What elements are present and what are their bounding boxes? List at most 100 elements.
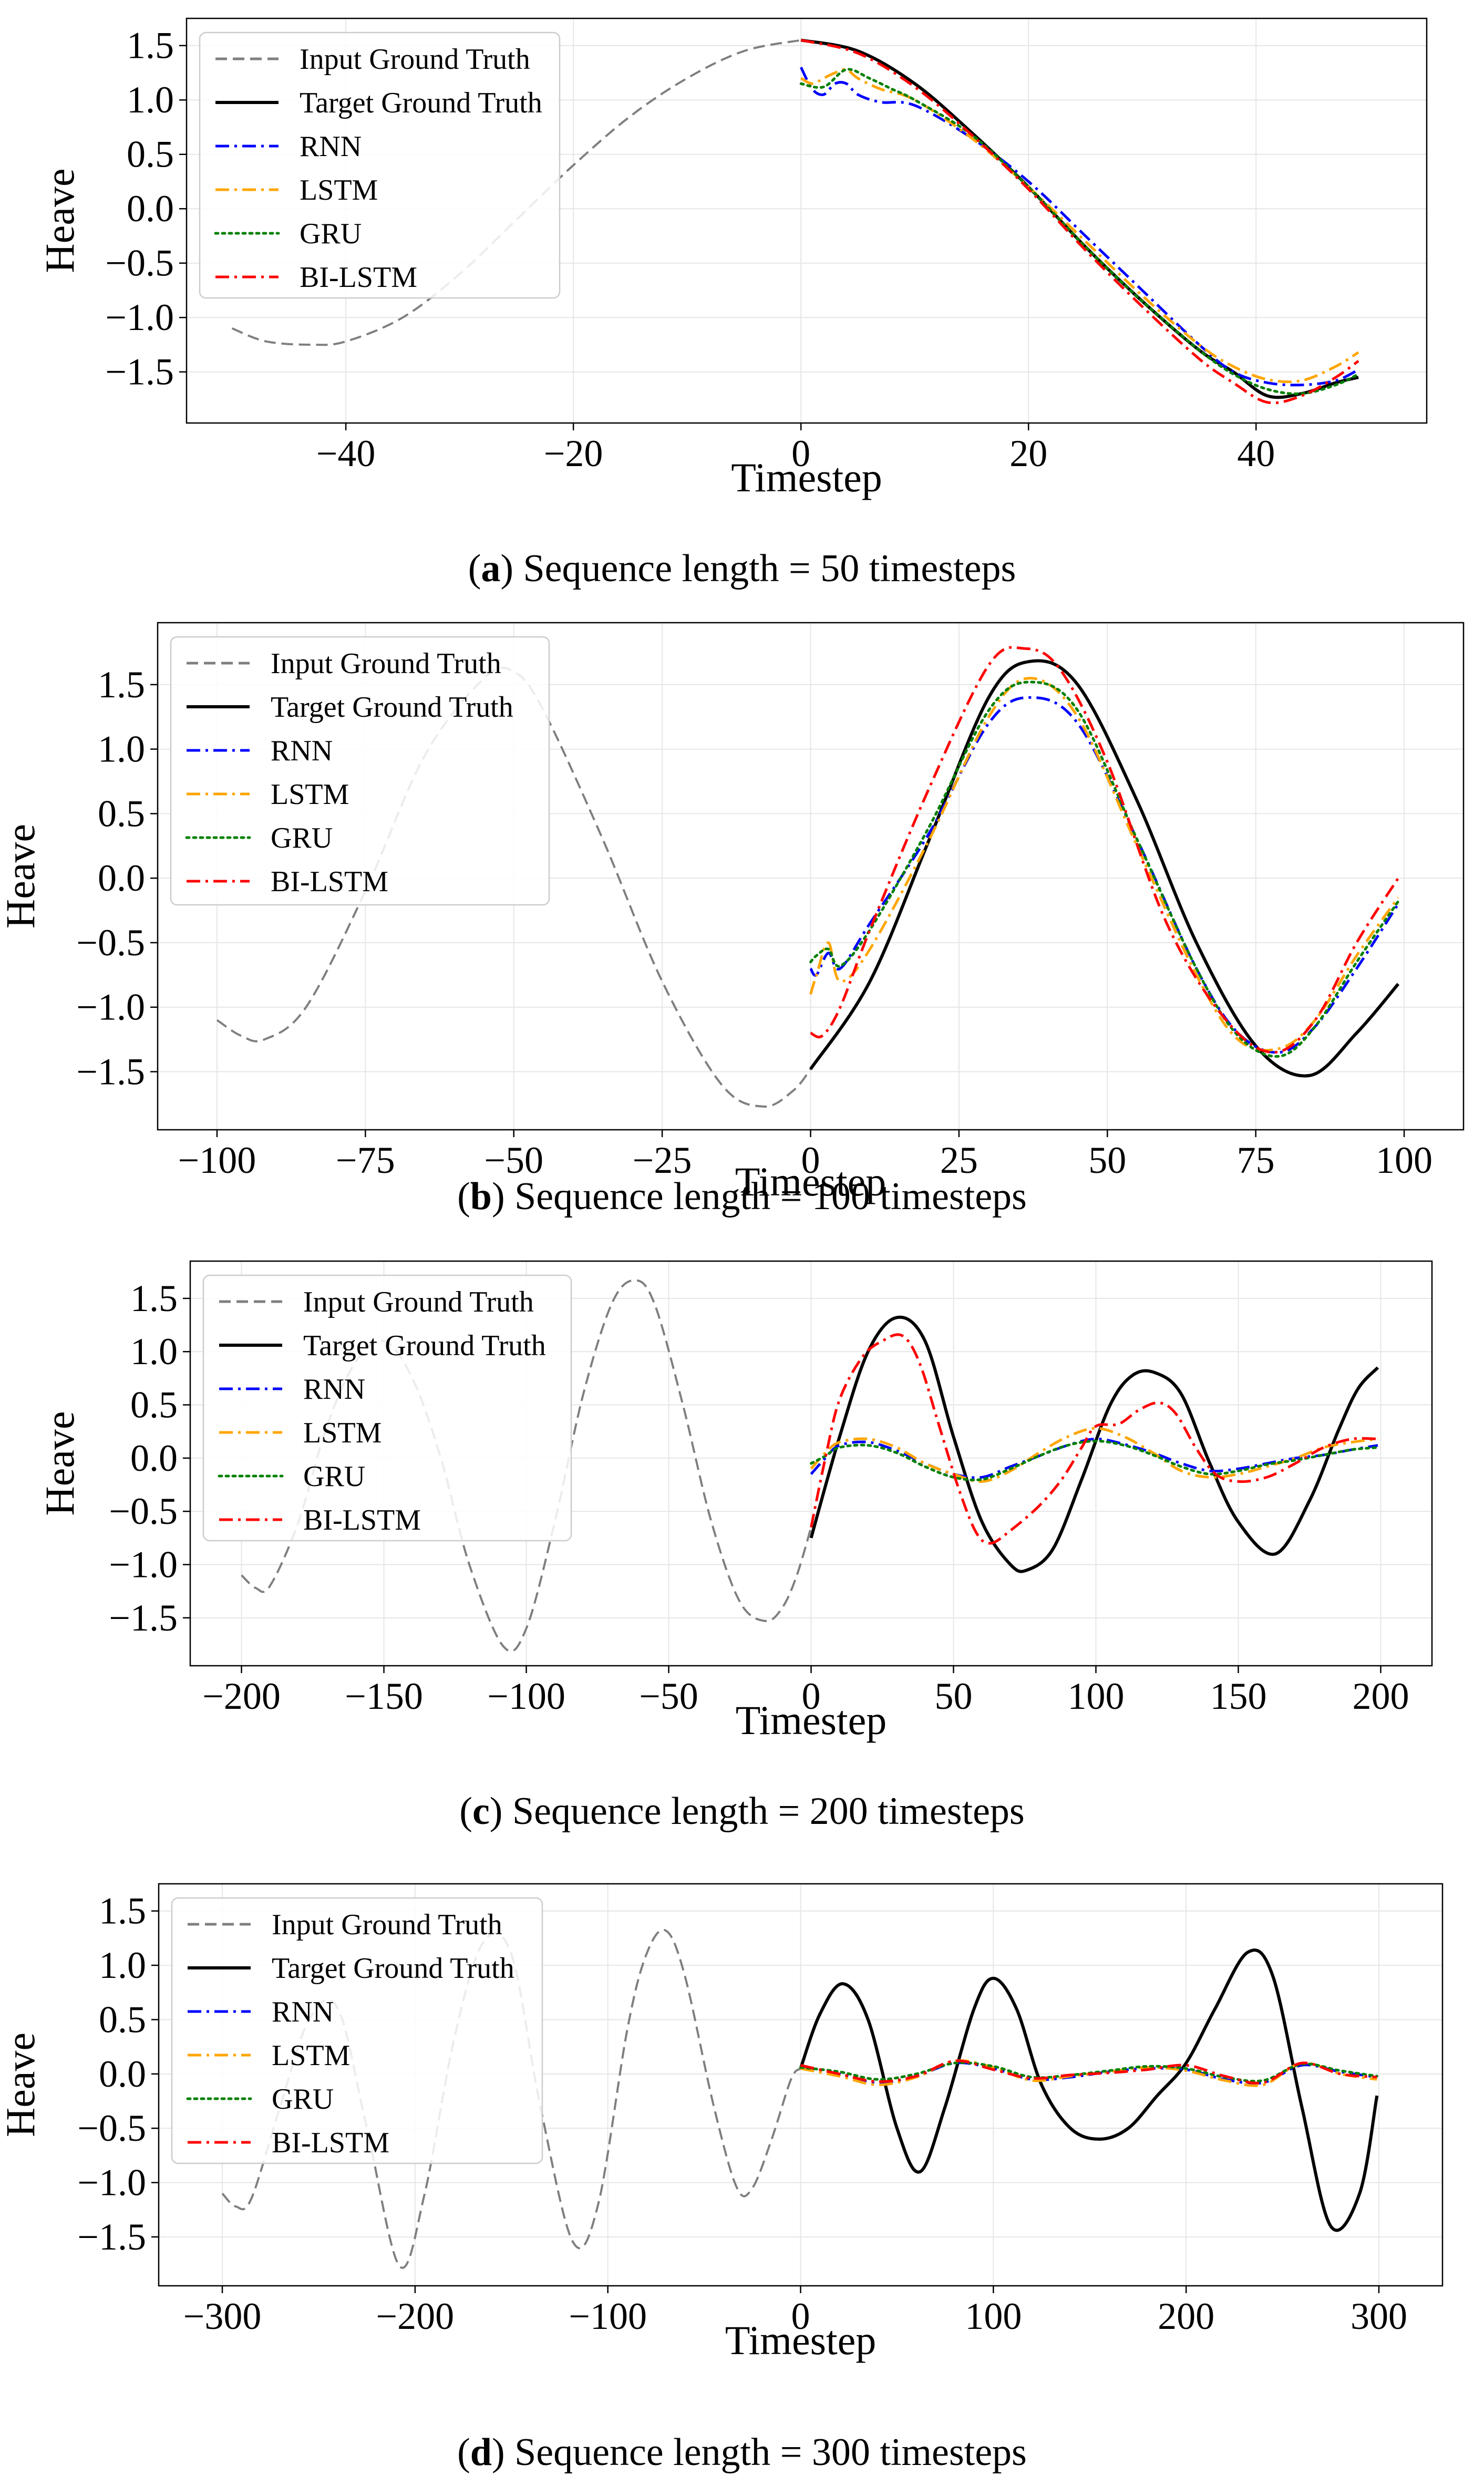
series-line-bilstm bbox=[800, 2059, 1377, 2085]
series-line-lstm bbox=[800, 68, 1359, 384]
y-tick-label: 1.0 bbox=[130, 1330, 178, 1373]
y-tick-label: −1.5 bbox=[109, 1597, 178, 1639]
chart-a: −40 −20 0 20 40 1.5 1.0 0.5 0.0 −0.5 −1.0 −1.5 Times… bbox=[37, 17, 1428, 500]
y-tick-label: 0.0 bbox=[98, 857, 145, 899]
series-line-target bbox=[809, 659, 1400, 1078]
legend-label-target: Target Ground Truth bbox=[303, 1329, 546, 1362]
x-axis-label: Timestep bbox=[736, 1697, 887, 1743]
legend-label-target: Target Ground Truth bbox=[271, 691, 513, 724]
y-tick-label: −1.0 bbox=[109, 1544, 178, 1586]
series-line-gru bbox=[799, 68, 1360, 395]
chart-b: −100 −75 −50 −25 0 25 50 75 100 1.5 1.0 0.5 0.0 −0.5 −… bbox=[0, 622, 1465, 1204]
series-line-bilstm bbox=[800, 38, 1359, 405]
y-axis-label: Heave bbox=[0, 824, 43, 929]
caption-c-letter: c bbox=[472, 1790, 490, 1833]
legend-label-gru: GRU bbox=[272, 2083, 334, 2116]
y-tick-label: 1.5 bbox=[130, 1277, 178, 1319]
legend-box bbox=[199, 32, 561, 299]
series-line-lstm bbox=[809, 677, 1399, 1052]
panel-c: −200 −150 −100 −50 0 50 100 150 200 1.5 1.0 0.5 0.0 −… bbox=[0, 1243, 1484, 1865]
y-tick-label: 1.0 bbox=[127, 79, 174, 121]
x-tick-label: 75 bbox=[1237, 1139, 1275, 1181]
caption-c: (c) Sequence length = 200 timesteps bbox=[459, 1790, 1025, 1833]
series-line-gru bbox=[810, 1439, 1379, 1481]
series-line-bilstm bbox=[810, 1333, 1378, 1545]
y-tick-label: 0.0 bbox=[127, 188, 174, 230]
series-line-gru bbox=[809, 680, 1400, 1058]
legend-label-lstm: LSTM bbox=[272, 2039, 350, 2072]
caption-b-letter: b bbox=[470, 1175, 492, 1218]
x-axis-label: Timestep bbox=[725, 2317, 877, 2363]
legend-d: Input Ground Truth Target Ground Truth RNN… bbox=[171, 1897, 543, 2164]
x-tick-label: 20 bbox=[1009, 432, 1047, 474]
y-tick-label: −1.5 bbox=[76, 1051, 145, 1093]
caption-a-text: Sequence length = 50 timesteps bbox=[523, 547, 1016, 590]
legend-label-lstm: LSTM bbox=[300, 174, 378, 207]
y-tick-label: −1.0 bbox=[76, 986, 145, 1028]
series-group-b bbox=[216, 646, 1400, 1108]
y-tick-label: −0.5 bbox=[76, 922, 145, 964]
caption-c-text: Sequence length = 200 timesteps bbox=[512, 1790, 1025, 1833]
y-tick-label: 0.0 bbox=[130, 1437, 178, 1479]
series-line-target bbox=[799, 1948, 1379, 2232]
series-line-gru bbox=[799, 2061, 1378, 2083]
x-tick-label: −200 bbox=[376, 2295, 455, 2337]
x-tick-label: 50 bbox=[934, 1675, 972, 1717]
y-tick-label: −0.5 bbox=[109, 1490, 178, 1532]
caption-b: (b) Sequence length = 100 timesteps bbox=[457, 1175, 1027, 1218]
legend-label-input: Input Ground Truth bbox=[303, 1286, 534, 1318]
x-tick-label: 100 bbox=[1376, 1139, 1433, 1181]
legend-label-bilstm: BI-LSTM bbox=[272, 2127, 389, 2159]
caption-d-letter: d bbox=[470, 2431, 492, 2474]
caption-d: (d) Sequence length = 300 timesteps bbox=[457, 2431, 1027, 2474]
x-tick-label: −40 bbox=[316, 432, 376, 474]
y-axis-label: Heave bbox=[37, 1411, 83, 1515]
caption-d-text: Sequence length = 300 timesteps bbox=[514, 2431, 1027, 2474]
caption-a: (a) Sequence length = 50 timesteps bbox=[468, 547, 1016, 590]
x-tick-label: 50 bbox=[1088, 1139, 1126, 1181]
series-line-bilstm bbox=[810, 646, 1399, 1054]
legend-label-gru: GRU bbox=[271, 822, 333, 854]
x-axis-label: Timestep bbox=[731, 455, 882, 500]
x-tick-label: 25 bbox=[940, 1139, 978, 1181]
x-tick-label: −200 bbox=[202, 1675, 281, 1717]
y-tick-label: 1.5 bbox=[99, 1890, 146, 1932]
legend-label-gru: GRU bbox=[303, 1460, 365, 1493]
legend-box bbox=[171, 1897, 543, 2164]
legend-label-rnn: RNN bbox=[272, 1996, 334, 2028]
y-tick-label: −1.0 bbox=[105, 296, 174, 338]
y-tick-label: 1.5 bbox=[98, 664, 145, 706]
x-tick-label: −100 bbox=[178, 1139, 256, 1181]
legend-label-lstm: LSTM bbox=[303, 1417, 382, 1449]
plot-frame bbox=[186, 17, 1428, 424]
legend-label-bilstm: BI-LSTM bbox=[271, 865, 388, 898]
x-tick-label: 0 bbox=[801, 1139, 820, 1181]
x-tick-label: 0 bbox=[791, 432, 810, 474]
y-tick-label: 0.5 bbox=[98, 792, 145, 834]
x-tick-label: 150 bbox=[1210, 1675, 1266, 1717]
x-tick-label: 100 bbox=[1067, 1675, 1124, 1717]
y-tick-label: 0.5 bbox=[130, 1384, 178, 1426]
legend-label-bilstm: BI-LSTM bbox=[303, 1504, 421, 1536]
legend-c: Input Ground Truth Target Ground Truth RNN… bbox=[202, 1274, 572, 1542]
series-line-rnn bbox=[809, 696, 1399, 1054]
y-tick-label: −1.5 bbox=[105, 351, 174, 393]
x-tick-label: 100 bbox=[965, 2295, 1022, 2337]
x-tick-label: −100 bbox=[487, 1675, 565, 1717]
legend-label-target: Target Ground Truth bbox=[272, 1952, 514, 1985]
caption-a-letter: a bbox=[481, 547, 501, 590]
legend-label-lstm: LSTM bbox=[271, 778, 349, 811]
x-tick-label: 0 bbox=[802, 1675, 821, 1717]
legend-label-rnn: RNN bbox=[303, 1373, 365, 1406]
x-tick-label: 200 bbox=[1352, 1675, 1409, 1717]
x-tick-label: −25 bbox=[633, 1139, 692, 1181]
legend-box bbox=[170, 636, 550, 906]
x-tick-label: 200 bbox=[1158, 2295, 1214, 2337]
y-tick-label: −1.0 bbox=[77, 2162, 146, 2204]
y-tick-label: −0.5 bbox=[105, 242, 174, 284]
y-tick-label: 0.5 bbox=[127, 133, 174, 176]
x-tick-label: −50 bbox=[484, 1139, 543, 1181]
y-tick-label: −0.5 bbox=[77, 2107, 146, 2149]
legend-label-target: Target Ground Truth bbox=[300, 87, 542, 119]
chart-c: −200 −150 −100 −50 0 50 100 150 200 1.5 1.0 0.5 0.0 −… bbox=[37, 1260, 1433, 1743]
